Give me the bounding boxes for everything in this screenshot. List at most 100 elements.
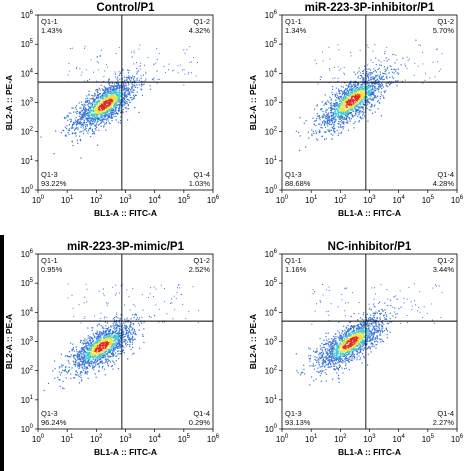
event-point — [83, 120, 85, 122]
event-point — [374, 80, 376, 82]
event-point — [114, 98, 116, 100]
event-point — [103, 339, 105, 341]
event-point — [140, 75, 142, 77]
event-point — [382, 86, 384, 88]
event-point — [94, 120, 96, 122]
event-point — [142, 309, 144, 311]
event-point — [96, 61, 98, 63]
event-point — [177, 65, 179, 67]
event-point — [373, 78, 376, 80]
event-point — [346, 99, 348, 101]
event-point — [386, 315, 388, 317]
quadrant-name: Q1-4 — [193, 409, 210, 418]
event-point — [343, 126, 345, 128]
event-point — [96, 105, 98, 107]
event-point — [422, 51, 424, 53]
event-point — [114, 343, 116, 345]
event-point — [96, 333, 98, 335]
event-point — [87, 101, 89, 103]
event-point — [112, 355, 114, 357]
event-point — [83, 117, 85, 119]
event-point — [369, 106, 371, 108]
event-point — [357, 108, 359, 111]
event-point — [82, 350, 84, 352]
event-point — [117, 109, 119, 111]
event-point — [104, 339, 107, 341]
event-point — [78, 363, 80, 365]
event-point — [111, 94, 113, 97]
event-point — [343, 100, 345, 102]
event-point — [372, 91, 374, 93]
event-point — [343, 98, 345, 100]
event-point — [369, 85, 371, 87]
event-point — [94, 347, 96, 349]
event-point — [375, 83, 377, 85]
event-point — [189, 46, 191, 48]
event-point — [88, 342, 90, 344]
event-point — [116, 111, 118, 114]
event-point — [342, 99, 344, 101]
event-point — [104, 344, 106, 346]
event-point — [359, 78, 361, 80]
event-point — [103, 349, 105, 351]
event-point — [123, 92, 126, 94]
event-point — [105, 105, 107, 107]
event-point — [135, 94, 137, 96]
event-point — [123, 94, 126, 96]
event-point — [359, 95, 361, 97]
event-point — [99, 342, 101, 344]
event-point — [354, 90, 356, 92]
event-point — [98, 94, 100, 96]
event-point — [342, 126, 344, 128]
event-point — [378, 84, 380, 86]
event-point — [76, 112, 78, 115]
event-point — [351, 107, 353, 110]
event-point — [58, 371, 60, 373]
event-point — [149, 293, 151, 295]
event-point — [104, 123, 106, 125]
event-point — [354, 103, 356, 105]
event-point — [116, 103, 118, 105]
event-point — [123, 101, 125, 104]
event-point — [352, 99, 354, 101]
event-point — [107, 352, 109, 354]
event-point — [371, 78, 373, 80]
event-point — [355, 103, 357, 105]
event-point — [388, 72, 390, 74]
event-point — [102, 288, 104, 290]
event-point — [129, 344, 131, 346]
event-point — [358, 107, 360, 109]
event-point — [379, 64, 381, 66]
event-point — [379, 318, 381, 320]
event-point — [123, 80, 126, 82]
event-point — [87, 360, 89, 362]
event-point — [373, 105, 375, 107]
event-point — [94, 350, 96, 352]
event-point — [389, 321, 391, 323]
x-tick-label: 106 — [207, 195, 220, 205]
event-point — [83, 347, 85, 349]
event-point — [373, 76, 375, 78]
event-point — [139, 68, 141, 70]
event-point — [127, 104, 129, 106]
event-point — [324, 94, 326, 96]
event-point — [130, 321, 132, 323]
event-point — [107, 105, 109, 108]
event-point — [107, 100, 109, 102]
event-point — [358, 106, 360, 108]
event-point — [99, 96, 101, 98]
event-point — [132, 332, 134, 334]
event-point — [188, 311, 190, 313]
event-point — [155, 62, 157, 64]
event-point — [367, 87, 369, 89]
event-point — [91, 105, 93, 107]
event-point — [332, 86, 334, 88]
event-point — [347, 85, 349, 87]
event-point — [335, 113, 337, 115]
event-point — [92, 359, 94, 361]
event-point — [117, 325, 119, 327]
event-point — [108, 337, 110, 339]
event-point — [93, 95, 96, 97]
event-point — [97, 351, 99, 353]
event-point — [85, 108, 88, 110]
